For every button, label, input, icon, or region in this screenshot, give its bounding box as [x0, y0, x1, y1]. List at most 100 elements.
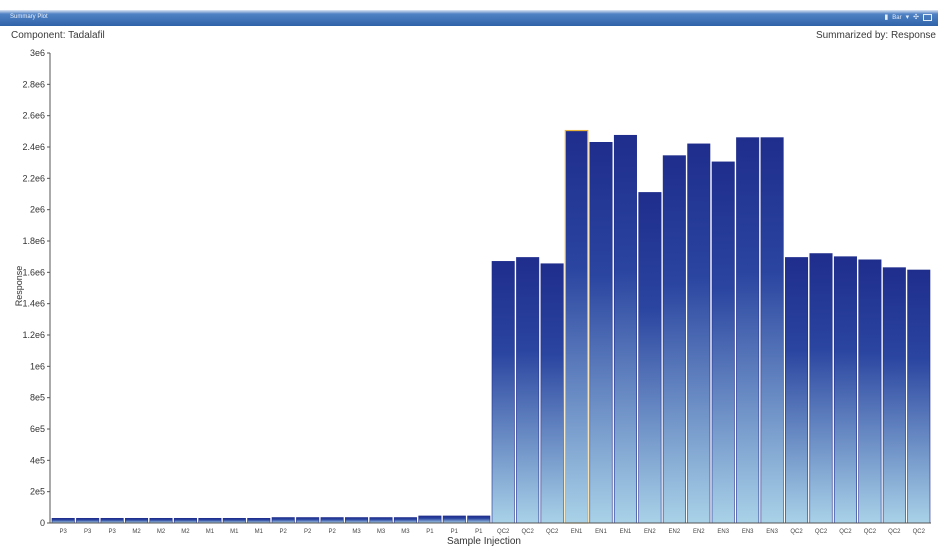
x-axis-title: Sample Injection: [447, 536, 521, 546]
y-tick-label: 8e5: [30, 393, 45, 403]
bar-qc2-33[interactable]: [858, 259, 882, 524]
bar-en2-24[interactable]: [638, 192, 662, 524]
bar-p2-9[interactable]: [271, 517, 295, 524]
x-tick-label: P1: [451, 529, 459, 535]
x-tick-label: P2: [280, 529, 288, 535]
x-tick-label: P2: [328, 529, 336, 535]
y-tick-label: 2e6: [30, 205, 45, 215]
x-tick-label: M2: [157, 529, 166, 535]
x-tick-label: QC2: [521, 529, 534, 535]
y-tick-label: 1.6e6: [22, 267, 45, 277]
bar-m2-5[interactable]: [173, 517, 197, 524]
bar-p1-16[interactable]: [442, 515, 466, 524]
x-tick-label: EN3: [742, 529, 754, 535]
summarized-by-label: Summarized by: Response: [815, 30, 936, 41]
x-tick-label: M1: [230, 529, 239, 535]
x-tick-label: M2: [132, 529, 141, 535]
bar-en3-29[interactable]: [760, 137, 784, 524]
window-titlebar: Summary Plot ▮ Bar ▾ ✣: [0, 0, 938, 26]
y-tick-label: 4e5: [30, 455, 45, 465]
bar-p3-0[interactable]: [51, 517, 75, 524]
x-tick-label: EN1: [595, 529, 607, 535]
chart-type-selector[interactable]: Bar: [892, 14, 902, 21]
y-tick-label: 6e5: [30, 424, 45, 434]
y-tick-label: 1.8e6: [22, 236, 45, 246]
bar-m2-4[interactable]: [149, 517, 173, 524]
x-tick-label: P2: [304, 529, 312, 535]
x-tick-label: M3: [352, 529, 361, 535]
x-tick-label: P1: [475, 529, 483, 535]
bar-qc2-31[interactable]: [809, 253, 833, 524]
x-tick-label: QC2: [815, 529, 828, 535]
x-tick-label: P3: [108, 529, 116, 535]
bar-m1-8[interactable]: [247, 517, 271, 524]
x-tick-label: EN3: [766, 529, 778, 535]
x-tick-label: EN1: [620, 529, 632, 535]
x-tick-label: QC2: [546, 529, 559, 535]
bar-qc2-30[interactable]: [785, 257, 809, 524]
bar-m3-14[interactable]: [393, 517, 417, 524]
x-tick-label: M1: [255, 529, 264, 535]
x-tick-label: P3: [60, 529, 68, 535]
bar-qc2-18[interactable]: [491, 261, 515, 524]
bar-en2-25[interactable]: [662, 155, 686, 524]
bar-p1-15[interactable]: [418, 515, 442, 524]
bars-group: [51, 129, 931, 524]
y-tick-label: 1.4e6: [22, 299, 45, 309]
bar-m2-3[interactable]: [125, 517, 149, 524]
x-tick-label: EN2: [644, 529, 656, 535]
y-tick-label: 0: [40, 518, 45, 528]
bar-en1-23[interactable]: [613, 134, 637, 524]
maximize-icon[interactable]: [923, 14, 932, 21]
bar-qc2-35[interactable]: [907, 269, 931, 524]
titlebar-toolbar: ▮ Bar ▾ ✣: [884, 13, 932, 22]
bar-m3-12[interactable]: [345, 517, 369, 524]
bar-p2-11[interactable]: [320, 517, 344, 524]
dropdown-arrow-icon[interactable]: ▾: [905, 14, 910, 21]
x-tick-label: QC2: [497, 529, 510, 535]
bar-qc2-19[interactable]: [516, 257, 540, 524]
x-tick-label: QC2: [864, 529, 877, 535]
bar-en2-26[interactable]: [687, 143, 711, 524]
y-axis: 0 2e5 4e5 6e5 8e5 1e6 1.2e6 1.4e6 1.6e6 1.8e6 2e6 2…: [22, 48, 51, 528]
bar-p2-10[interactable]: [296, 517, 320, 524]
y-tick-label: 2.6e6: [22, 111, 45, 121]
pin-icon[interactable]: ✣: [913, 14, 919, 21]
bar-p1-17[interactable]: [467, 515, 491, 524]
bar-qc2-32[interactable]: [833, 256, 857, 524]
y-tick-label: 1e6: [30, 361, 45, 371]
y-tick-label: 2.8e6: [22, 79, 45, 89]
x-tick-label: M2: [181, 529, 190, 535]
bar-m1-6[interactable]: [198, 517, 222, 524]
y-axis-title: Response: [14, 266, 24, 307]
x-tick-label: QC2: [913, 529, 926, 535]
x-axis: P3 P3 P3 M2 M2 M2 M1 M1 M1 P2 P2 P2 M3 M3 M3 P1 P1 P1 QC2 Q…: [50, 522, 931, 535]
y-tick-label: 1.2e6: [22, 330, 45, 340]
x-tick-label: P3: [84, 529, 92, 535]
bar-en3-28[interactable]: [736, 137, 760, 524]
bar-p3-2[interactable]: [100, 517, 124, 524]
y-tick-label: 2.4e6: [22, 142, 45, 152]
y-tick-label: 2e5: [30, 487, 45, 497]
x-tick-label: EN2: [693, 529, 705, 535]
bar-chart-icon[interactable]: ▮: [884, 14, 889, 21]
x-tick-label: QC2: [888, 529, 901, 535]
x-tick-label: EN2: [668, 529, 680, 535]
bar-m1-7[interactable]: [222, 517, 246, 524]
window-title[interactable]: Summary Plot: [10, 14, 48, 20]
bar-m3-13[interactable]: [369, 517, 393, 524]
x-tick-label: P1: [426, 529, 434, 535]
bar-en1-21[interactable]: [564, 129, 589, 524]
y-tick-label: 2.2e6: [22, 173, 45, 183]
bar-qc2-34[interactable]: [882, 267, 906, 524]
bar-en3-27[interactable]: [711, 161, 735, 524]
x-tick-label: M3: [401, 529, 410, 535]
y-tick-label: 3e6: [30, 48, 45, 58]
bar-qc2-20[interactable]: [540, 263, 564, 524]
x-tick-label: M3: [377, 529, 386, 535]
x-tick-label: QC2: [790, 529, 803, 535]
bar-p3-1[interactable]: [76, 517, 100, 524]
bar-en1-22[interactable]: [589, 142, 613, 524]
x-tick-label: M1: [206, 529, 215, 535]
